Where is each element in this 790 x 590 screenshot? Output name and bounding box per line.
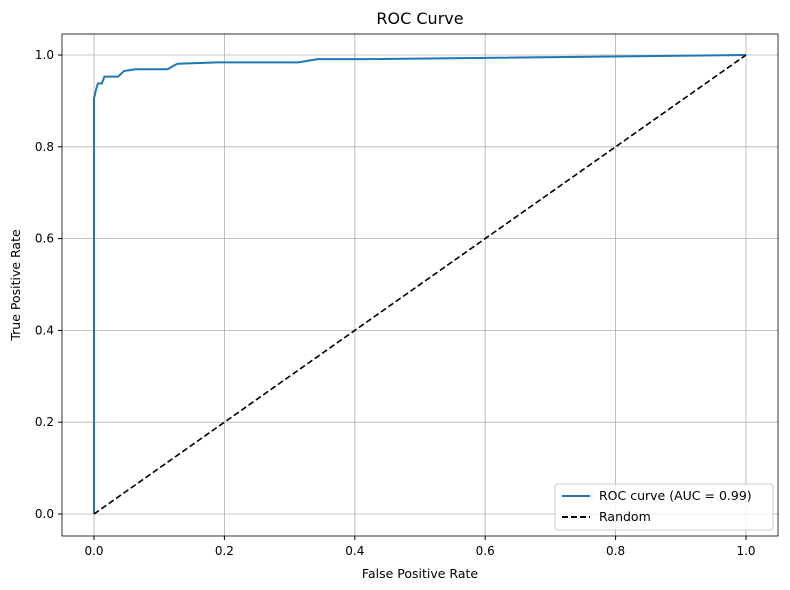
y-tick-label: 1.0 bbox=[35, 48, 54, 62]
y-tick-label: 0.0 bbox=[35, 507, 54, 521]
y-tick-label: 0.8 bbox=[35, 140, 54, 154]
chart-title: ROC Curve bbox=[376, 9, 463, 28]
y-tick-label: 0.2 bbox=[35, 415, 54, 429]
x-tick-label: 1.0 bbox=[736, 544, 755, 558]
legend-label-roc: ROC curve (AUC = 0.99) bbox=[599, 488, 752, 503]
x-tick-label: 0.4 bbox=[345, 544, 364, 558]
x-tick-label: 0.0 bbox=[84, 544, 103, 558]
y-tick-label: 0.6 bbox=[35, 232, 54, 246]
x-tick-label: 0.2 bbox=[215, 544, 234, 558]
x-tick-label: 0.8 bbox=[606, 544, 625, 558]
x-tick-label: 0.6 bbox=[476, 544, 495, 558]
legend: ROC curve (AUC = 0.99) Random bbox=[554, 483, 774, 531]
series-line-roc bbox=[93, 54, 747, 514]
plot-frame bbox=[61, 33, 779, 537]
y-tick-label: 0.4 bbox=[35, 323, 54, 337]
series-line-random bbox=[93, 54, 747, 515]
y-axis-label: True Positive Rate bbox=[8, 229, 23, 342]
legend-label-random: Random bbox=[599, 509, 651, 524]
x-axis-label: False Positive Rate bbox=[362, 566, 478, 581]
